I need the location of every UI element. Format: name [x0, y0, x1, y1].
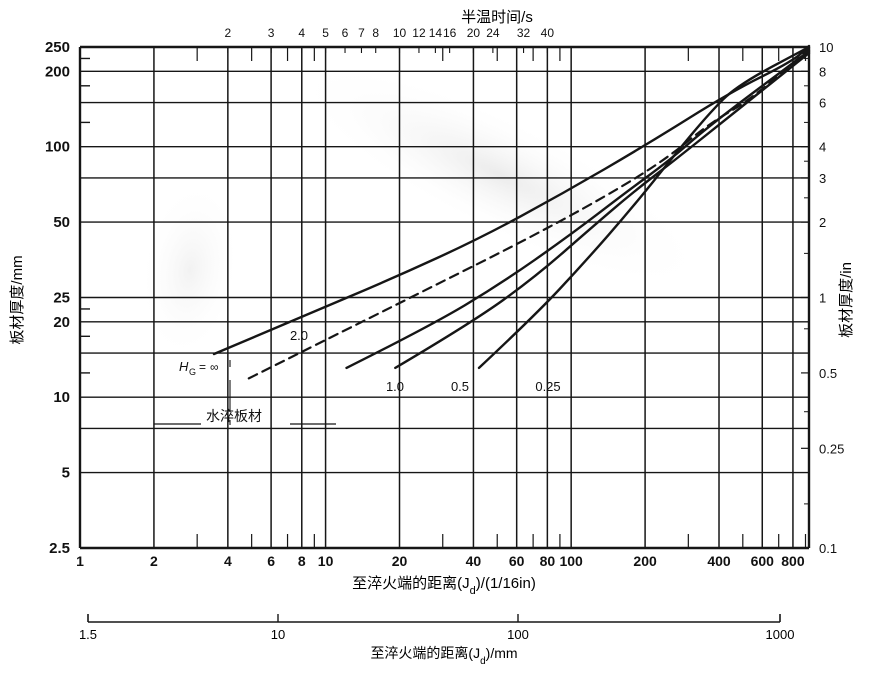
svg-text:1000: 1000: [766, 627, 795, 642]
svg-text:1.5: 1.5: [79, 627, 97, 642]
svg-text:=: =: [199, 360, 206, 374]
svg-text:1: 1: [76, 553, 84, 569]
svg-text:20: 20: [392, 553, 408, 569]
svg-text:40: 40: [541, 26, 555, 40]
svg-text:10: 10: [318, 553, 334, 569]
svg-text:板材厚度/in: 板材厚度/in: [837, 262, 855, 338]
svg-text:400: 400: [707, 553, 731, 569]
svg-text:0.25: 0.25: [819, 441, 844, 456]
svg-text:6: 6: [819, 96, 826, 111]
svg-text:半温时间/s: 半温时间/s: [461, 9, 533, 26]
svg-text:2: 2: [150, 553, 158, 569]
svg-text:2: 2: [225, 26, 232, 40]
svg-text:100: 100: [559, 553, 583, 569]
svg-text:200: 200: [45, 63, 70, 80]
svg-text:5: 5: [62, 465, 70, 482]
svg-text:8: 8: [298, 553, 306, 569]
svg-text:16: 16: [443, 26, 457, 40]
svg-text:4: 4: [224, 553, 232, 569]
svg-text:100: 100: [45, 139, 70, 156]
svg-text:∞: ∞: [210, 360, 219, 374]
svg-text:6: 6: [267, 553, 275, 569]
svg-text:200: 200: [633, 553, 657, 569]
svg-text:80: 80: [540, 553, 556, 569]
svg-text:2.5: 2.5: [49, 540, 70, 557]
svg-text:6: 6: [342, 26, 349, 40]
svg-text:24: 24: [486, 26, 500, 40]
svg-text:10: 10: [393, 26, 407, 40]
svg-text:水淬板材: 水淬板材: [206, 408, 262, 424]
svg-text:0.5: 0.5: [451, 379, 469, 394]
svg-text:10: 10: [53, 389, 70, 406]
svg-text:3: 3: [268, 26, 275, 40]
svg-text:4: 4: [298, 26, 305, 40]
svg-text:7: 7: [358, 26, 365, 40]
svg-text:8: 8: [372, 26, 379, 40]
svg-text:4: 4: [819, 140, 826, 155]
svg-text:10: 10: [819, 40, 833, 55]
svg-text:0.25: 0.25: [535, 379, 560, 394]
svg-text:板材厚度/mm: 板材厚度/mm: [8, 255, 26, 344]
svg-text:250: 250: [45, 39, 70, 56]
svg-text:3: 3: [819, 171, 826, 186]
svg-text:2.0: 2.0: [290, 328, 308, 343]
svg-text:1: 1: [819, 291, 826, 306]
svg-text:40: 40: [466, 553, 482, 569]
svg-text:60: 60: [509, 553, 525, 569]
svg-text:20: 20: [53, 314, 70, 331]
svg-text:800: 800: [781, 553, 805, 569]
svg-text:10: 10: [271, 627, 285, 642]
svg-text:G: G: [189, 367, 196, 377]
svg-text:50: 50: [53, 214, 70, 231]
svg-text:5: 5: [322, 26, 329, 40]
svg-text:14: 14: [429, 26, 443, 40]
svg-text:20: 20: [467, 26, 481, 40]
svg-text:32: 32: [517, 26, 531, 40]
svg-text:H: H: [179, 359, 189, 374]
svg-text:8: 8: [819, 64, 826, 79]
svg-text:25: 25: [53, 290, 70, 307]
svg-text:600: 600: [751, 553, 775, 569]
svg-text:100: 100: [507, 627, 529, 642]
svg-text:0.5: 0.5: [819, 366, 837, 381]
svg-text:2: 2: [819, 215, 826, 230]
svg-text:0.1: 0.1: [819, 541, 837, 556]
svg-text:1.0: 1.0: [386, 379, 404, 394]
svg-text:12: 12: [412, 26, 426, 40]
